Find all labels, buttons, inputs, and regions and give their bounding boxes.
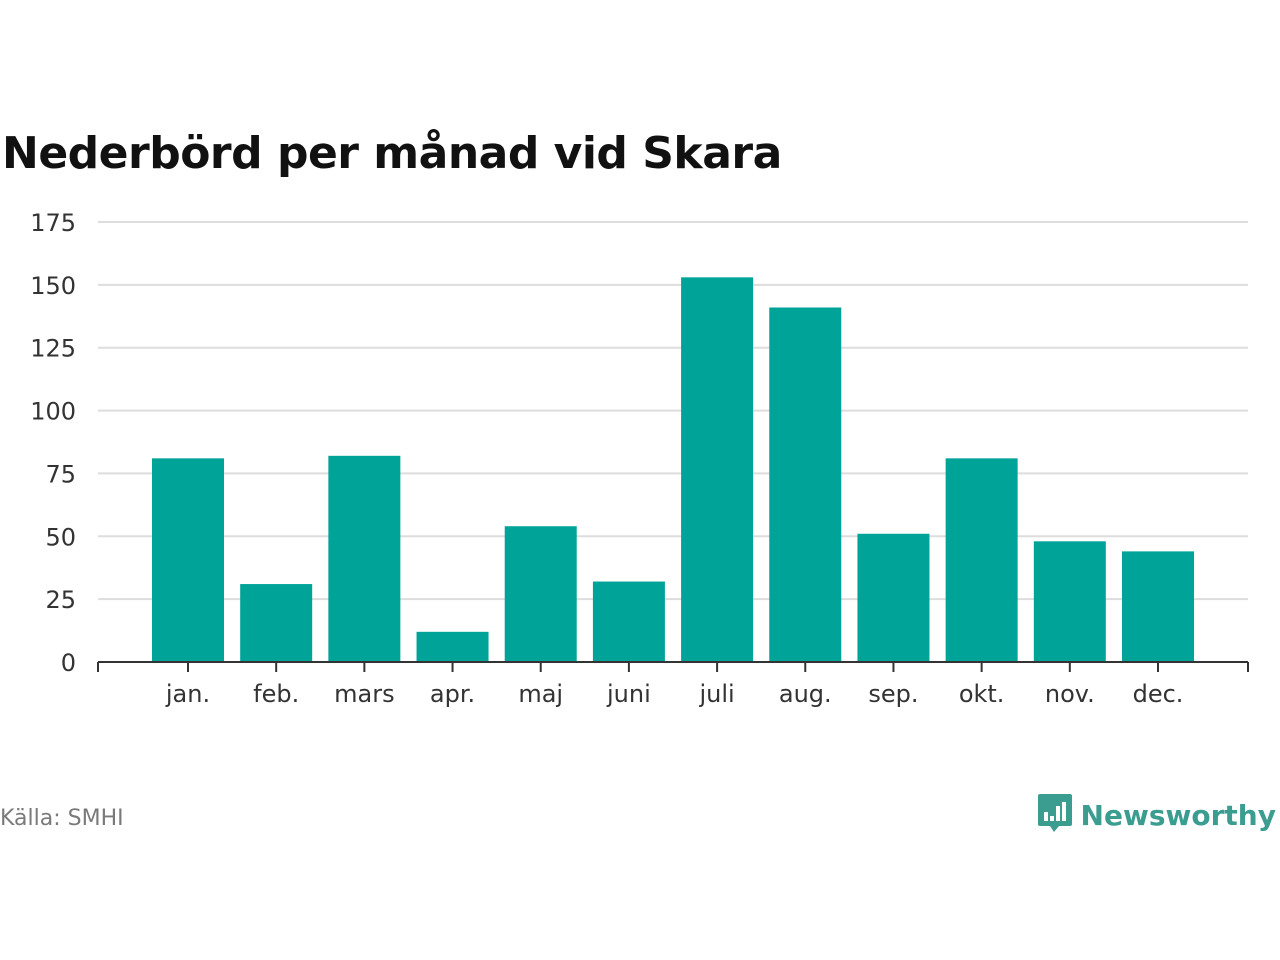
x-tick-label: juli xyxy=(698,680,734,708)
bar xyxy=(857,533,930,662)
bar xyxy=(592,581,665,662)
x-tick-label: apr. xyxy=(430,680,475,708)
bar xyxy=(1033,541,1106,662)
bars xyxy=(152,277,1194,662)
y-tick-label: 50 xyxy=(45,523,76,551)
x-axis xyxy=(97,661,1249,672)
y-tick-label: 175 xyxy=(30,209,76,237)
x-tick-label: aug. xyxy=(779,680,832,708)
chart-title: Nederbörd per månad vid Skara xyxy=(2,128,782,179)
x-tick-label: juni xyxy=(606,680,651,708)
bar xyxy=(240,584,313,662)
bar xyxy=(416,631,489,662)
bar xyxy=(769,307,842,662)
newsworthy-logo-icon xyxy=(1037,792,1073,838)
x-axis-labels: jan. feb. mars apr. maj juni juli aug. sep. okt. n… xyxy=(165,680,1184,708)
bar xyxy=(1122,551,1194,662)
y-tick-label: 125 xyxy=(30,335,76,363)
y-tick-label: 0 xyxy=(61,649,76,677)
y-tick-label: 150 xyxy=(30,272,76,300)
x-tick-label: feb. xyxy=(253,680,299,708)
y-tick-label: 100 xyxy=(30,398,76,426)
x-tick-label: jan. xyxy=(165,680,210,708)
x-tick-label: nov. xyxy=(1045,680,1095,708)
y-axis-labels: 0 25 50 75 100 125 150 175 xyxy=(30,209,76,677)
x-tick-label: maj xyxy=(518,680,563,708)
x-tick-label: sep. xyxy=(868,680,918,708)
bar xyxy=(945,458,1018,662)
brand-logo: Newsworthy xyxy=(1037,792,1276,838)
y-tick-label: 25 xyxy=(45,586,76,614)
x-tick-label: okt. xyxy=(959,680,1005,708)
brand-name: Newsworthy xyxy=(1080,798,1276,832)
x-tick-label: mars xyxy=(334,680,394,708)
source-note: Källa: SMHI xyxy=(0,806,124,831)
bar xyxy=(504,526,577,662)
y-tick-label: 75 xyxy=(45,460,76,488)
x-tick-label: dec. xyxy=(1133,680,1184,708)
bar xyxy=(328,455,401,662)
bar xyxy=(681,277,754,662)
bar xyxy=(152,458,224,662)
